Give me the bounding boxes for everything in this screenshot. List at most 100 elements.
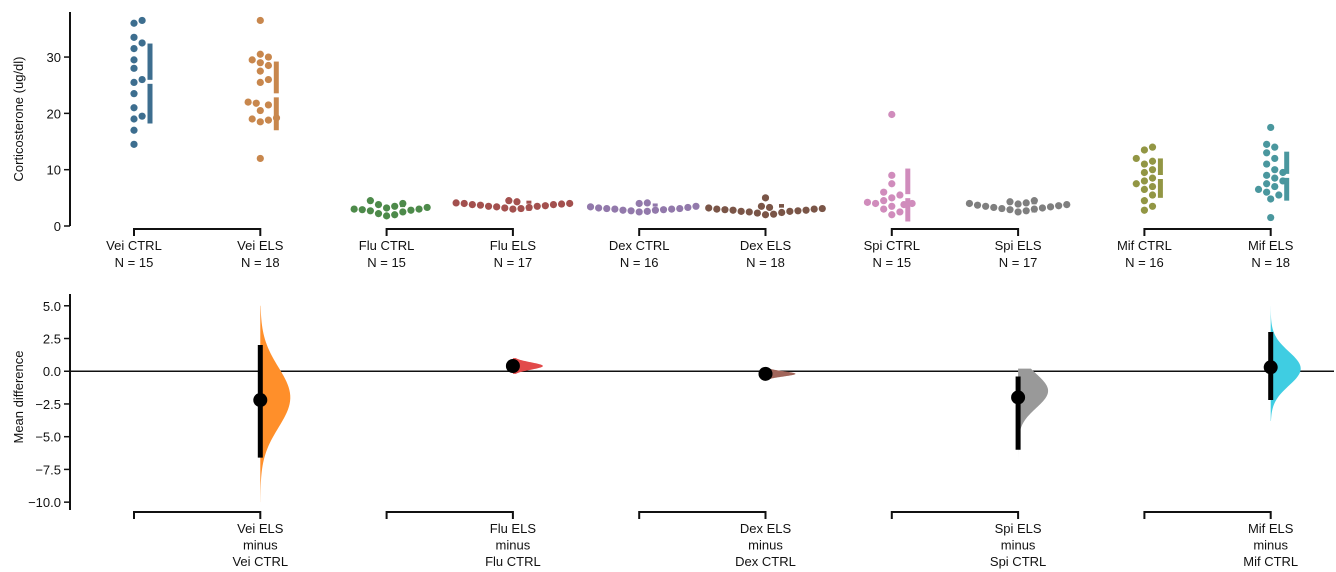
comparison-label: Flu CTRL <box>485 554 541 569</box>
data-point <box>1006 206 1014 214</box>
data-point <box>668 205 676 213</box>
bottom-y-tick-label: 2.5 <box>43 332 61 347</box>
data-point <box>1140 185 1148 193</box>
comparison-label: Spi CTRL <box>990 554 1046 569</box>
data-point <box>1263 149 1271 157</box>
data-point <box>810 205 818 213</box>
comparison-label: Vei ELS <box>237 521 284 536</box>
mean-difference-point <box>1011 390 1026 405</box>
data-point <box>1263 140 1271 148</box>
data-point <box>407 206 415 214</box>
comparison-label: minus <box>496 538 531 553</box>
data-point <box>264 116 273 124</box>
group-n-label: N = 18 <box>241 255 280 270</box>
data-point <box>1014 208 1022 216</box>
comparison-label: Flu ELS <box>490 521 537 536</box>
data-point <box>1148 202 1157 210</box>
data-point <box>1271 174 1279 182</box>
swarm-group <box>1254 123 1290 222</box>
data-point <box>130 104 138 112</box>
data-point <box>1148 191 1157 199</box>
data-point <box>1148 174 1157 182</box>
data-point <box>244 98 252 106</box>
data-point <box>611 205 619 213</box>
data-point <box>1140 168 1148 177</box>
data-point <box>1271 154 1279 163</box>
data-point <box>138 112 146 120</box>
comparison-label: minus <box>748 538 783 553</box>
comparison-label: Vei CTRL <box>232 554 288 569</box>
data-point <box>1055 202 1063 210</box>
group-bracket <box>890 228 1020 236</box>
data-point <box>566 199 574 208</box>
data-point <box>549 201 558 209</box>
data-point <box>1022 199 1030 207</box>
group-n-label: N = 17 <box>494 255 533 270</box>
bootstrap-distribution <box>1270 305 1301 421</box>
group-n-label: N = 15 <box>367 255 406 270</box>
group-label: Mif CTRL <box>1117 238 1172 253</box>
data-point <box>692 202 700 210</box>
comparison-label: minus <box>243 538 278 553</box>
data-point <box>880 205 888 213</box>
data-point <box>1148 166 1157 174</box>
data-point <box>1006 198 1014 206</box>
data-point <box>1140 177 1148 185</box>
data-point <box>1140 206 1148 214</box>
bootstrap-distribution <box>512 358 543 374</box>
bottom-y-tick-label: 0.0 <box>43 364 61 379</box>
data-point <box>130 19 138 27</box>
group-label: Dex CTRL <box>609 238 670 253</box>
data-point <box>138 16 146 25</box>
bootstrap-distribution <box>765 367 796 380</box>
data-point <box>484 202 493 210</box>
swarm-group <box>965 197 1071 216</box>
comparison-label: minus <box>1001 538 1036 553</box>
data-point <box>264 75 273 84</box>
data-point <box>1263 180 1271 188</box>
group-label: Dex ELS <box>740 238 792 253</box>
data-point <box>1132 180 1140 188</box>
data-point <box>896 191 904 199</box>
group-n-label: N = 16 <box>620 255 659 270</box>
group-n-label: N = 15 <box>872 255 911 270</box>
data-point <box>256 118 264 126</box>
data-point <box>391 202 399 210</box>
data-point <box>248 56 256 64</box>
data-point <box>1271 143 1279 151</box>
bottom-mean-difference-panel: 5.0 2.5 0.0 −2.5 −5.0 −7.5 −10.0 Mean differenc… <box>11 294 1334 569</box>
data-point <box>635 199 643 208</box>
bottom-y-tick-label: −5.0 <box>35 430 61 445</box>
data-point <box>1263 171 1271 179</box>
comparison-group <box>1011 368 1049 461</box>
data-point <box>513 198 521 206</box>
data-point <box>383 204 391 212</box>
data-point <box>1267 195 1275 203</box>
data-point <box>252 99 260 107</box>
data-point <box>130 126 138 134</box>
top-y-tick-label: 10 <box>47 163 61 178</box>
data-point <box>541 202 549 210</box>
data-point <box>1063 201 1071 209</box>
data-point <box>1046 203 1055 211</box>
data-point <box>505 197 513 205</box>
data-point <box>973 201 982 209</box>
data-point <box>415 205 423 213</box>
data-point <box>264 53 273 61</box>
data-point <box>802 206 810 214</box>
data-point <box>374 210 383 218</box>
data-point <box>643 199 651 207</box>
comparison-group <box>758 366 796 381</box>
data-point <box>998 204 1006 213</box>
data-point <box>603 204 611 213</box>
data-point <box>888 202 896 210</box>
comparison-group <box>505 358 543 374</box>
group-label: Vei CTRL <box>106 238 162 253</box>
data-point <box>1014 200 1022 208</box>
data-point <box>888 180 896 188</box>
data-point <box>130 64 138 72</box>
data-point <box>896 208 904 216</box>
bottom-y-tick-label: −10.0 <box>28 495 61 510</box>
data-point <box>452 199 460 207</box>
